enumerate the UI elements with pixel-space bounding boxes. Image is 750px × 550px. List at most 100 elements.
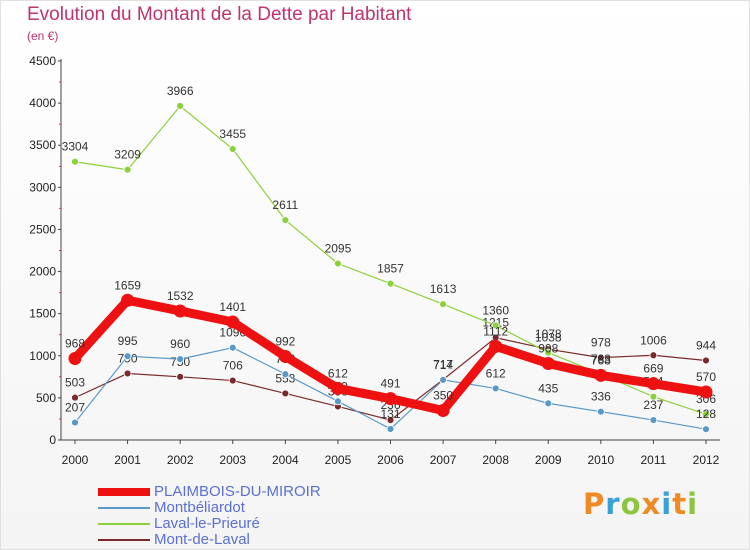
y-tick-label: 2000 xyxy=(29,265,56,279)
data-point xyxy=(386,425,395,433)
legend-swatch xyxy=(98,488,150,496)
x-tick-label: 2002 xyxy=(167,453,194,467)
y-tick-label: 2500 xyxy=(29,222,56,236)
data-label: 1006 xyxy=(640,333,667,347)
chart-subtitle: (en €) xyxy=(27,29,59,43)
legend-label: Laval-le-Prieuré xyxy=(154,515,260,532)
data-point xyxy=(649,416,658,424)
data-label: 612 xyxy=(328,366,348,380)
data-point xyxy=(71,393,79,402)
data-point xyxy=(386,416,395,425)
y-tick-label: 3000 xyxy=(29,180,56,194)
x-tick-label: 2007 xyxy=(430,453,457,467)
data-point xyxy=(594,368,608,382)
data-point xyxy=(491,321,500,330)
x-tick-label: 2010 xyxy=(587,453,614,467)
data-point xyxy=(646,377,660,391)
data-point xyxy=(228,343,237,352)
data-point xyxy=(281,389,290,398)
data-point xyxy=(596,407,605,416)
data-label: 944 xyxy=(696,338,716,352)
data-label: 1078 xyxy=(535,327,562,341)
proxiti-logo: Proxiti xyxy=(583,487,698,521)
data-point xyxy=(649,392,658,401)
x-tick-label: 2004 xyxy=(272,453,299,467)
y-tick-label: 3500 xyxy=(29,138,56,152)
chart-title: Evolution du Montant de la Dette par Hab… xyxy=(27,4,412,25)
data-label: 908 xyxy=(538,342,558,356)
data-label: 1360 xyxy=(482,303,509,317)
data-label: 435 xyxy=(538,381,558,395)
data-point xyxy=(596,353,605,362)
logo-letter: P xyxy=(583,487,606,521)
logo-letter: i xyxy=(661,487,673,521)
data-point xyxy=(173,304,187,318)
x-tick-label: 2003 xyxy=(219,453,246,467)
data-label: 2611 xyxy=(272,198,298,212)
data-point xyxy=(334,397,342,406)
data-point xyxy=(121,293,135,307)
y-tick-label: 1500 xyxy=(29,307,56,321)
data-point xyxy=(68,351,82,365)
data-label: 128 xyxy=(696,407,716,421)
data-point xyxy=(281,370,290,379)
data-point xyxy=(278,349,292,363)
logo-letter: r xyxy=(605,487,621,521)
data-label: 1401 xyxy=(219,300,246,314)
data-label: 612 xyxy=(486,366,506,380)
x-tick-label: 2005 xyxy=(325,453,352,467)
logo-letter: i xyxy=(687,487,699,521)
data-label: 237 xyxy=(643,398,663,412)
data-label: 714 xyxy=(433,358,453,372)
data-label: 1038 xyxy=(535,331,562,345)
legend-swatch xyxy=(98,539,150,541)
data-label: 131 xyxy=(380,407,400,421)
data-label: 553 xyxy=(275,371,295,385)
data-label: 3304 xyxy=(62,140,89,154)
data-point xyxy=(386,279,395,288)
data-point xyxy=(123,352,132,361)
data-label: 350 xyxy=(433,389,453,403)
data-point xyxy=(123,165,132,174)
data-label: 783 xyxy=(591,352,611,366)
y-tick-label: 0 xyxy=(49,433,56,447)
x-tick-label: 2001 xyxy=(114,453,141,467)
data-point xyxy=(544,348,553,357)
series-plaimbois-du-miroir: 968 1659 1532 1401 992 612 491 350 1112 908 768 669… xyxy=(65,278,716,418)
logo-letter: x xyxy=(641,487,662,521)
data-point xyxy=(439,375,447,384)
data-point xyxy=(176,372,185,381)
logo-letter: t xyxy=(672,487,688,521)
data-label: 706 xyxy=(223,359,243,373)
y-tick-label: 1000 xyxy=(29,349,56,363)
x-tick-label: 2006 xyxy=(377,453,404,467)
data-label: 1112 xyxy=(483,324,508,338)
x-tick-label: 2009 xyxy=(535,453,562,467)
data-label: 1613 xyxy=(430,282,457,296)
data-label: 3455 xyxy=(219,127,246,141)
data-point xyxy=(176,102,185,110)
x-tick-label: 2011 xyxy=(641,453,667,467)
data-label: 960 xyxy=(170,337,190,351)
data-label: 995 xyxy=(118,334,138,348)
data-point xyxy=(228,145,237,153)
x-tick-label: 2008 xyxy=(482,453,509,467)
data-label: 570 xyxy=(696,370,716,384)
legend-label: Mont-de-Laval xyxy=(154,531,250,548)
legend-swatch xyxy=(98,507,150,509)
data-label: 336 xyxy=(591,390,611,404)
data-label: 503 xyxy=(65,376,85,390)
data-point xyxy=(702,356,710,365)
data-point xyxy=(489,339,503,353)
data-point xyxy=(649,351,658,360)
data-point xyxy=(491,384,500,393)
data-point xyxy=(71,157,79,166)
data-label: 968 xyxy=(65,336,85,350)
data-label: 768 xyxy=(591,353,611,367)
data-point xyxy=(702,425,710,434)
data-label: 669 xyxy=(643,362,663,376)
y-tick-label: 4500 xyxy=(29,54,56,68)
data-point xyxy=(439,300,447,309)
data-label: 978 xyxy=(591,336,611,350)
